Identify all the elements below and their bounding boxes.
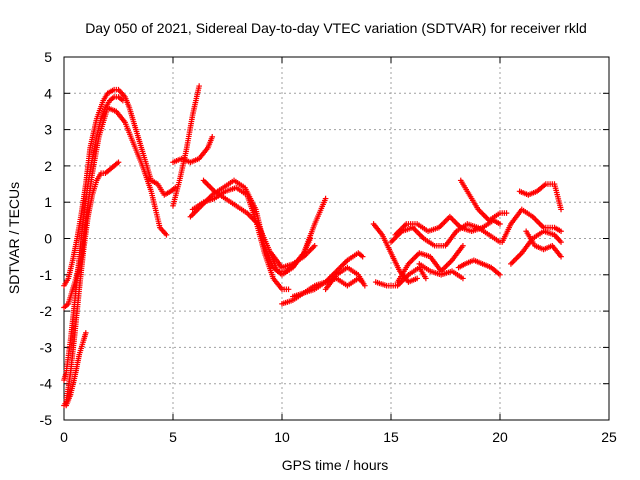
y-tick-labels: -5 -4 -3 -2 -1 0 1 2 3 4 5: [40, 49, 53, 428]
data-point: [497, 272, 503, 278]
x-tick-labels: 0 5 10 15 20 25: [60, 429, 617, 445]
grid-lines: [64, 57, 609, 420]
x-tick-label: 5: [169, 429, 177, 445]
series-arc-21: [457, 177, 510, 224]
y-tick-label: 3: [44, 122, 52, 138]
y-tick-label: -1: [40, 267, 53, 283]
axis-ticks: [63, 56, 610, 421]
series-arc-20: [416, 261, 466, 282]
series-arc-6: [170, 83, 202, 209]
data-point: [196, 83, 202, 89]
x-tick-label: 0: [60, 429, 68, 445]
data-point: [311, 242, 318, 249]
y-tick-label: 4: [44, 85, 52, 101]
series-arc-26: [523, 228, 564, 260]
data-point: [423, 275, 429, 282]
data-point: [307, 235, 314, 242]
series-arc-4: [61, 159, 122, 409]
data-point: [322, 195, 329, 202]
data-point: [83, 330, 89, 336]
y-tick-label: 1: [44, 194, 52, 210]
series-arc-14: [322, 264, 368, 293]
y-tick-label: -5: [40, 412, 53, 428]
y-tick-label: -4: [40, 376, 53, 392]
data-point: [558, 239, 564, 245]
x-axis-label: GPS time / hours: [282, 457, 389, 473]
y-tick-label: 0: [44, 231, 52, 247]
x-tick-label: 25: [601, 429, 617, 445]
data-point: [503, 210, 510, 216]
y-tick-label: -3: [40, 339, 53, 355]
data-point: [460, 275, 466, 282]
x-tick-label: 20: [492, 429, 508, 445]
x-tick-label: 15: [383, 429, 399, 445]
series-arc-7: [170, 134, 216, 166]
data-point: [497, 221, 503, 227]
series-arc-23: [499, 206, 564, 245]
y-tick-label: 5: [44, 49, 52, 65]
data-point: [414, 275, 420, 282]
data-point: [285, 286, 292, 293]
series-arc-24: [508, 228, 564, 267]
data-point: [359, 253, 366, 260]
series-arc-16: [372, 264, 429, 289]
series-arc-10: [200, 177, 314, 274]
data-points: [61, 83, 564, 409]
chart-title: Day 050 of 2021, Sidereal Day-to-day VTE…: [85, 20, 587, 36]
y-tick-label: -2: [40, 303, 53, 319]
y-tick-label: 2: [44, 158, 52, 174]
data-point: [163, 232, 170, 238]
series-arc-11: [268, 242, 318, 271]
data-point: [115, 159, 122, 166]
series-arc-25: [516, 181, 564, 213]
data-point: [558, 206, 564, 213]
data-point: [209, 134, 216, 140]
series-arc-13: [290, 250, 366, 300]
data-point: [362, 282, 368, 289]
data-point: [558, 228, 564, 235]
x-tick-label: 10: [274, 429, 290, 445]
data-point: [558, 253, 564, 260]
y-axis-label: SDTVAR / TECUs: [6, 182, 22, 294]
series-arc-22: [455, 257, 503, 278]
data-point: [460, 242, 466, 249]
series-arc-12: [279, 275, 366, 307]
series-arc-3: [61, 94, 126, 383]
data-point: [120, 97, 126, 104]
series-arc-5: [63, 330, 89, 409]
series-arc-15: [370, 221, 420, 285]
